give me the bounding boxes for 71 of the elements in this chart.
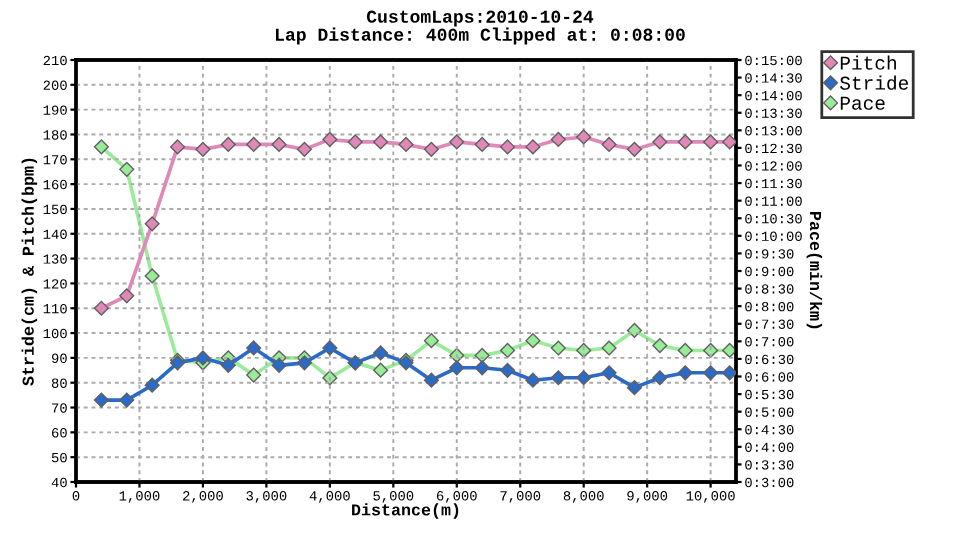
point (93, 392, 109, 408)
point (601, 340, 617, 356)
point (550, 370, 566, 386)
point (296, 355, 313, 371)
point (722, 365, 736, 381)
point (195, 141, 211, 157)
point (677, 365, 693, 381)
point (474, 360, 490, 376)
point (246, 367, 262, 383)
point (652, 134, 668, 150)
legend-label: Pitch (840, 55, 896, 70)
legend-label: Pace (840, 96, 885, 110)
point (601, 136, 617, 152)
point (449, 134, 465, 150)
point (474, 347, 490, 363)
point (474, 136, 490, 152)
point (373, 345, 389, 361)
point (626, 141, 643, 157)
point (119, 392, 135, 408)
point (652, 370, 668, 386)
y-axis-title: Stride(cm) & Pitch(bpm) (21, 158, 38, 386)
point (271, 357, 287, 373)
point (195, 350, 211, 366)
point (119, 161, 135, 177)
point (322, 340, 338, 356)
point (499, 362, 516, 378)
point (144, 377, 160, 393)
point (499, 139, 516, 155)
point (296, 141, 313, 157)
point (373, 134, 389, 150)
point (119, 288, 135, 304)
point (576, 370, 592, 386)
point (93, 139, 109, 155)
point (499, 342, 516, 359)
point (93, 300, 109, 316)
point (220, 357, 236, 373)
point (246, 340, 262, 356)
point (373, 362, 389, 378)
point (423, 372, 439, 388)
point (601, 365, 617, 381)
point (423, 333, 439, 349)
point (576, 129, 592, 145)
point (652, 337, 668, 354)
point (677, 134, 693, 150)
point (169, 139, 186, 155)
y2-axis-title: Pace(min/km) (806, 212, 823, 329)
point (525, 372, 541, 388)
point (246, 136, 262, 152)
chart-subtitle: Lap Distance: 400m Clipped at: 0:08:00 (275, 27, 685, 45)
point (144, 216, 160, 232)
x-axis-title: Distance(m) (352, 503, 459, 519)
point (703, 365, 719, 381)
point (271, 136, 287, 152)
point (398, 136, 414, 152)
point (347, 134, 363, 150)
point (525, 139, 541, 155)
point (449, 360, 465, 376)
point (550, 340, 566, 356)
point (677, 342, 693, 359)
point (144, 268, 160, 284)
point (220, 136, 236, 152)
legend-label: Stride (840, 75, 909, 90)
point (322, 131, 338, 148)
point (550, 131, 566, 148)
point (722, 134, 736, 150)
point (525, 333, 541, 349)
point (703, 134, 719, 150)
chart-title: CustomLaps:2010-10-24 (366, 10, 594, 27)
point (423, 141, 439, 157)
point (626, 380, 643, 396)
point (722, 342, 736, 359)
